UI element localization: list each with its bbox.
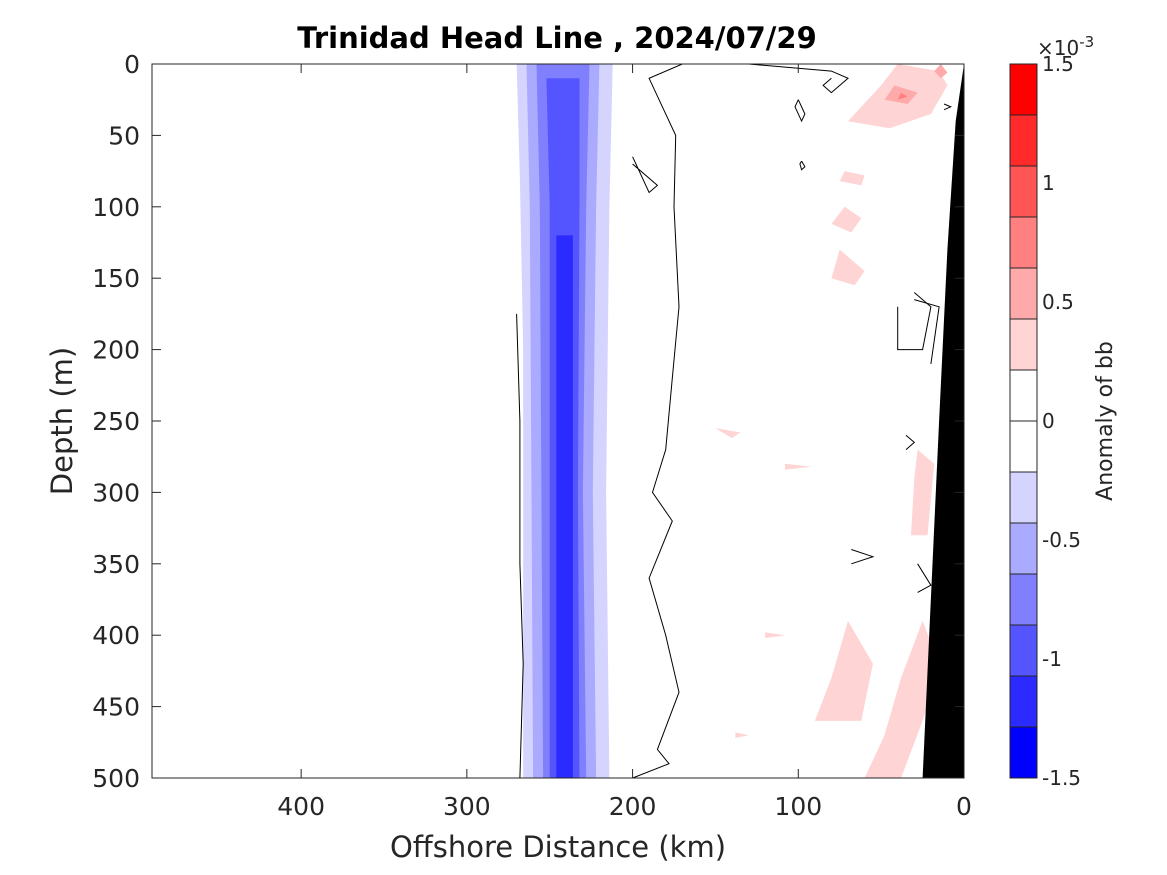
positive-patch-9 — [911, 449, 935, 536]
colorbar-swatches — [1010, 64, 1037, 779]
zero-contour-9 — [917, 563, 932, 593]
chart-title: Trinidad Head Line , 2024/07/29 — [297, 21, 817, 55]
positive-patch-8 — [785, 463, 812, 470]
zero-contour-4 — [799, 160, 806, 171]
positive-patch-4 — [839, 171, 865, 186]
x-axis: 400 300 200 100 0 — [277, 64, 972, 821]
colorbar-tick-label-1: 1 — [1042, 171, 1055, 195]
y-tick-label-10: 500 — [92, 764, 140, 793]
positive-patch-13 — [735, 732, 749, 738]
y-tick-label-8: 400 — [92, 621, 140, 650]
positive-patch-2 — [897, 92, 908, 100]
colorbar-exponent: ×10-3 — [1037, 33, 1094, 60]
zero-contour-8 — [851, 549, 875, 565]
colorbar-swatch-1 — [1010, 676, 1037, 728]
colorbar-swatch-13 — [1010, 64, 1037, 116]
negative-band-level-4 — [556, 235, 573, 778]
positive-patch-5 — [831, 206, 862, 233]
colorbar-swatch-6 — [1010, 421, 1037, 473]
colorbar-tick-label-2: 0.5 — [1042, 290, 1074, 314]
positive-patch-12 — [765, 632, 785, 639]
colorbar-frame — [1009, 63, 1038, 779]
y-tick-label-3: 150 — [92, 264, 140, 293]
colorbar-tick-label-3: 0 — [1042, 409, 1055, 433]
positive-patch-7 — [715, 428, 741, 439]
y-tick-label-7: 350 — [92, 550, 140, 579]
positive-patch-3 — [934, 64, 948, 79]
colorbar-exponent-base: ×10 — [1037, 36, 1079, 60]
colorbar-tick-label-6: -1.5 — [1042, 766, 1081, 790]
negative-anomaly-band — [516, 64, 613, 778]
y-tick-label-9: 450 — [92, 693, 140, 722]
y-axis-title: Depth (m) — [45, 347, 79, 495]
bathymetry-mask — [922, 64, 964, 778]
colorbar-swatch-7 — [1010, 370, 1037, 422]
positive-patch-10 — [814, 620, 873, 721]
y-tick-label-6: 300 — [92, 478, 140, 507]
zero-contour-7 — [905, 434, 916, 450]
zero-contour-2 — [632, 156, 659, 194]
zero-contour-6 — [897, 292, 932, 351]
colorbar-swatch-9 — [1010, 268, 1037, 320]
zero-contours — [516, 64, 952, 778]
zero-contour-1 — [632, 64, 683, 778]
colorbar-label: Anomaly of bb — [1093, 341, 1118, 501]
positive-anomaly-patches — [715, 64, 948, 778]
zero-contour-11 — [943, 103, 952, 111]
y-tick-label-1: 50 — [108, 121, 140, 150]
x-tick-label-4: 0 — [956, 792, 972, 821]
x-tick-label-1: 300 — [443, 792, 491, 821]
y-axis: 0 50 100 150 200 250 300 350 400 450 500 — [92, 50, 964, 793]
x-tick-label-2: 200 — [609, 792, 657, 821]
colorbar-exponent-power: -3 — [1079, 33, 1094, 51]
colorbar-swatch-4 — [1010, 523, 1037, 575]
colorbar-tick-label-0: 1.5 — [1042, 52, 1074, 76]
x-tick-label-0: 400 — [277, 792, 325, 821]
colorbar-swatch-10 — [1010, 217, 1037, 269]
colorbar-swatch-2 — [1010, 625, 1037, 677]
x-axis-title: Offshore Distance (km) — [390, 830, 726, 864]
colorbar-swatch-8 — [1010, 319, 1037, 371]
colorbar-tick-label-4: -0.5 — [1042, 528, 1081, 552]
positive-patch-11 — [864, 620, 940, 778]
colorbar-ticks: 1.5 1 0.5 0 -0.5 -1 -1.5 — [1042, 52, 1081, 790]
colorbar-swatch-3 — [1010, 574, 1037, 626]
zero-contour-0 — [516, 313, 524, 778]
colorbar-swatch-11 — [1010, 166, 1037, 218]
bathymetry-layer — [922, 64, 964, 778]
colorbar-swatch-12 — [1010, 115, 1037, 167]
positive-patch-6 — [831, 249, 865, 286]
colorbar-tick-label-5: -1 — [1042, 647, 1062, 671]
y-tick-label-4: 200 — [92, 336, 140, 365]
y-tick-label-5: 250 — [92, 407, 140, 436]
colorbar-swatch-0 — [1010, 727, 1037, 779]
zero-contour-10 — [914, 299, 940, 364]
colorbar: 1.5 1 0.5 0 -0.5 -1 -1.5 ×10-3 Anomaly of bb — [1009, 33, 1118, 790]
x-tick-label-3: 100 — [774, 792, 822, 821]
plot-area — [152, 64, 964, 778]
zero-contour-3 — [794, 99, 806, 123]
colorbar-swatch-5 — [1010, 472, 1037, 524]
y-tick-label-0: 0 — [124, 50, 140, 79]
zero-contour-5 — [748, 64, 849, 94]
y-tick-label-2: 100 — [92, 193, 140, 222]
